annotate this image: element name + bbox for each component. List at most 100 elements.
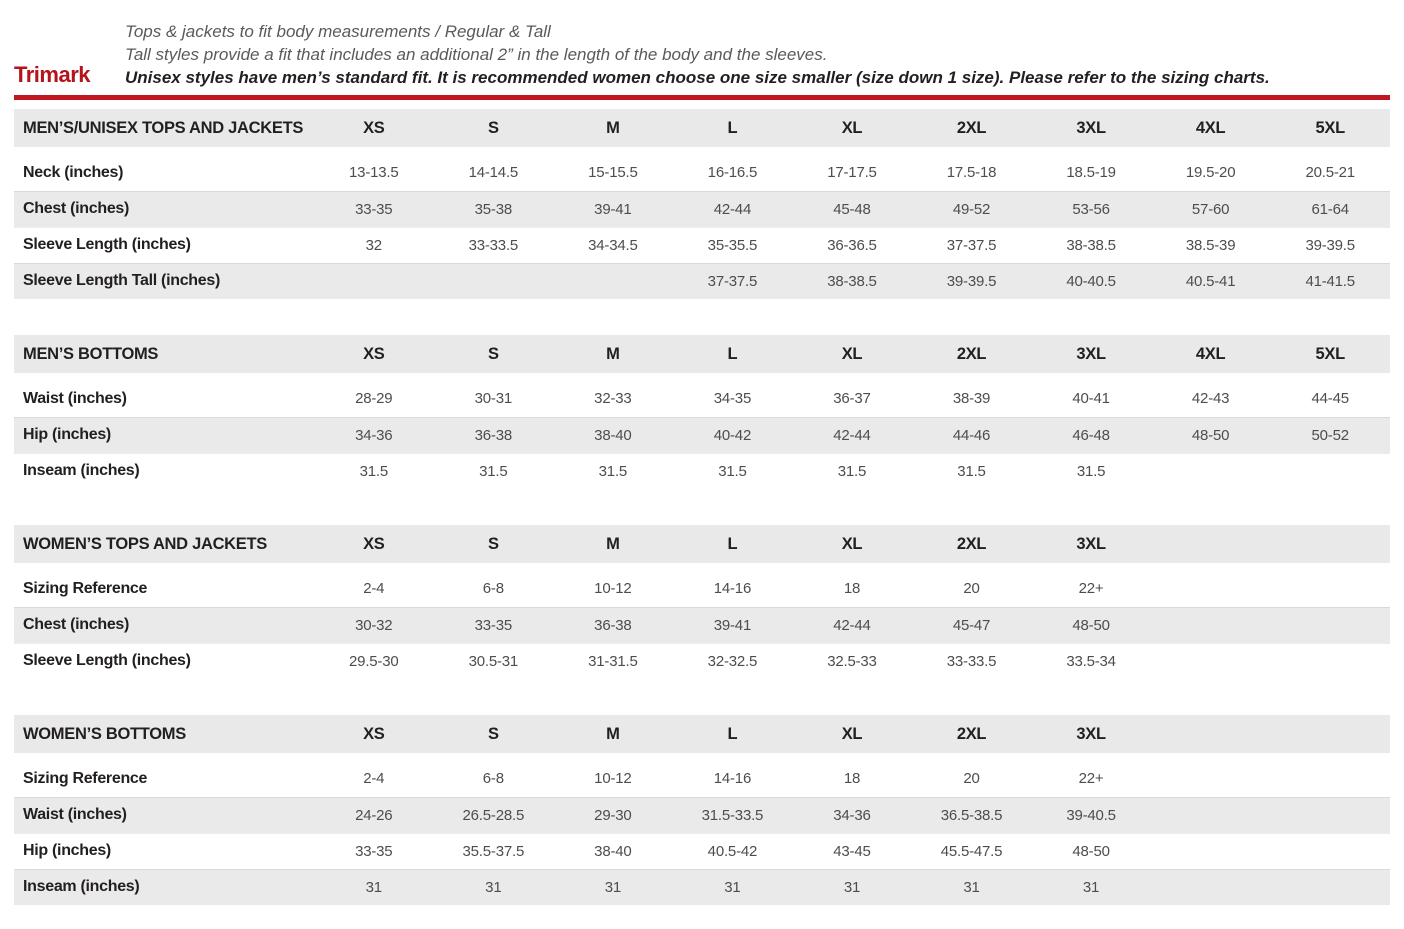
size-value: 38.5-39 [1150, 226, 1271, 263]
intro-line-tall: Tall styles provide a fit that includes … [125, 45, 828, 64]
measurement-row: Sizing Reference 2-4 6-8 10-12 14-16 18 20 22+ [14, 571, 1390, 607]
size-value: 32-33 [594, 390, 632, 408]
header-gap-cell [14, 147, 1390, 155]
size-column-header [1151, 525, 1271, 563]
size-value: 39-41 [553, 190, 673, 227]
size-column-header: XL [841, 118, 863, 137]
size-value: 6-8 [482, 770, 504, 788]
size-value: 34-36 [314, 416, 434, 453]
row-label: Sizing Reference [23, 579, 148, 597]
size-value [1270, 606, 1390, 643]
size-value: 42-44 [672, 190, 793, 227]
size-column-header: S [487, 724, 499, 743]
size-value: 40-41 [1072, 390, 1110, 408]
measurement-row: Hip (inches) 34-36 36-38 38-40 40-42 42-44 44-… [14, 416, 1390, 453]
size-value [1150, 452, 1271, 489]
size-value: 14-16 [713, 580, 752, 598]
size-value: 30-31 [474, 390, 513, 408]
size-value: 42-44 [792, 416, 912, 453]
size-column-header: XL [841, 724, 863, 743]
size-value [1270, 761, 1390, 797]
table-title: WOMEN’S TOPS AND JACKETS [23, 534, 267, 553]
tables-container: MEN’S/UNISEX TOPS AND JACKETS XS S M L XL 2XL 3… [14, 109, 1390, 905]
red-divider-rule [14, 95, 1390, 100]
size-column-header: XS [363, 118, 385, 137]
size-value: 20 [963, 770, 980, 788]
row-label: Sleeve Length Tall (inches) [14, 262, 314, 299]
header-gap-row [14, 753, 1390, 761]
measurement-row: Sleeve Length Tall (inches) 37-37.5 38-38.… [14, 262, 1390, 299]
size-value: 15-15.5 [588, 164, 638, 182]
measurement-row: Neck (inches) 13-13.5 14-14.5 15-15.5 16-16.… [14, 155, 1390, 191]
size-value: 45.5-47.5 [911, 832, 1032, 869]
sizing-chart-page: Trimark Tops & jackets to fit body measu… [14, 0, 1390, 905]
size-column-header: L [727, 344, 738, 363]
row-label: Sizing Reference [23, 769, 148, 787]
size-value: 33-35 [314, 190, 434, 227]
sizing-table: MEN’S/UNISEX TOPS AND JACKETS XS S M L XL 2XL 3… [14, 109, 1390, 299]
size-value: 31 [553, 868, 673, 905]
size-column-header: M [606, 118, 620, 137]
size-column-header: 2XL [956, 534, 987, 553]
header-gap-row [14, 563, 1390, 571]
size-column-header: S [487, 118, 499, 137]
size-value: 33-33.5 [911, 642, 1032, 679]
size-value: 31 [911, 868, 1032, 905]
size-value: 31 [672, 868, 793, 905]
size-value: 31.5 [672, 452, 793, 489]
row-label: Hip (inches) [14, 416, 314, 453]
size-value: 31.5 [1031, 452, 1151, 489]
row-label: Sleeve Length (inches) [14, 226, 314, 263]
measurement-row: Sizing Reference 2-4 6-8 10-12 14-16 18 20 22+ [14, 761, 1390, 797]
size-value: 38-40 [553, 832, 673, 869]
size-value: 18 [843, 770, 861, 788]
size-value: 36-37 [833, 390, 871, 408]
size-value [1270, 571, 1390, 607]
size-value: 17-17.5 [827, 164, 877, 182]
header-gap-cell [14, 563, 1390, 571]
size-value: 31.5 [792, 452, 912, 489]
size-value: 37-37.5 [672, 262, 793, 299]
table-title: WOMEN’S BOTTOMS [23, 724, 186, 743]
size-value: 40-40.5 [1031, 262, 1151, 299]
size-column-header: 5XL [1315, 118, 1346, 137]
size-value: 48-50 [1031, 606, 1151, 643]
size-value: 22+ [1078, 770, 1104, 788]
row-label: Chest (inches) [14, 606, 314, 643]
size-value: 50-52 [1270, 416, 1390, 453]
size-column-header: 3XL [1076, 118, 1106, 137]
size-value: 49-52 [911, 190, 1032, 227]
measurement-row: Hip (inches) 33-35 35.5-37.5 38-40 40.5-42 43… [14, 832, 1390, 869]
size-column-header: 4XL [1195, 344, 1226, 363]
size-column-header: 4XL [1195, 118, 1226, 137]
size-value: 2-4 [363, 770, 385, 788]
size-value: 38-39 [952, 390, 991, 408]
size-column-header: M [606, 344, 620, 363]
size-value [1270, 832, 1390, 869]
size-value: 35-38 [433, 190, 554, 227]
size-value [1270, 796, 1390, 833]
size-value [1151, 761, 1271, 797]
row-label: Sleeve Length (inches) [14, 642, 314, 679]
size-value: 6-8 [482, 580, 504, 598]
intro-line-fit: Tops & jackets to fit body measurements … [125, 22, 551, 41]
size-value: 36-36.5 [792, 226, 912, 263]
size-value: 44-45 [1311, 390, 1350, 408]
size-column-header: M [606, 534, 620, 553]
page-header: Trimark Tops & jackets to fit body measu… [14, 0, 1390, 89]
size-value: 2-4 [363, 580, 385, 598]
size-value: 36.5-38.5 [911, 796, 1032, 833]
size-column-header: L [727, 724, 738, 743]
size-value: 33-35 [314, 832, 434, 869]
size-value: 31-31.5 [553, 642, 673, 679]
size-value: 29.5-30 [314, 642, 434, 679]
size-value: 57-60 [1150, 190, 1271, 227]
size-column-header: XL [841, 344, 863, 363]
size-value: 18.5-19 [1066, 164, 1116, 182]
size-value: 13-13.5 [349, 164, 399, 182]
size-value: 36-38 [433, 416, 554, 453]
size-value: 41-41.5 [1270, 262, 1390, 299]
size-column-header: XL [841, 534, 863, 553]
brand-logo: Trimark [14, 62, 91, 87]
header-gap-row [14, 147, 1390, 155]
